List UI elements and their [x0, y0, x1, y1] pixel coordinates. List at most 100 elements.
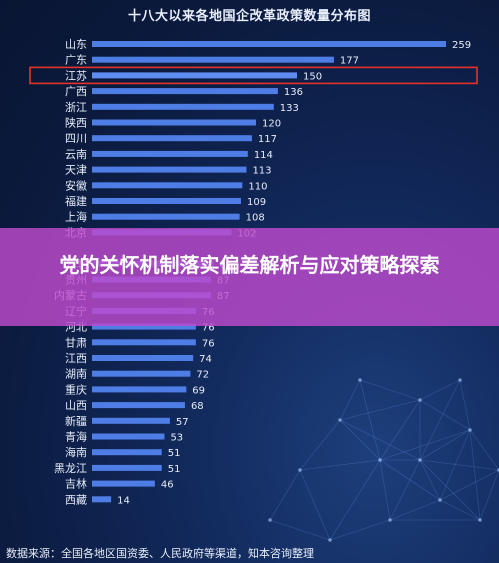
- network-line: [419, 379, 461, 461]
- value-label: 76: [202, 338, 215, 349]
- network-line: [269, 469, 301, 521]
- network-line: [359, 379, 421, 401]
- network-line: [419, 429, 471, 461]
- network-node: [358, 378, 362, 382]
- network-line: [379, 429, 471, 461]
- value-label: 114: [254, 150, 273, 161]
- bar: [92, 88, 278, 95]
- bar: [92, 433, 165, 440]
- network-line: [439, 499, 481, 521]
- value-label: 51: [168, 464, 181, 475]
- category-label: 江苏: [65, 69, 87, 82]
- network-line: [379, 459, 441, 501]
- value-label: 110: [248, 181, 267, 192]
- network-line: [469, 429, 499, 471]
- category-label: 新疆: [65, 414, 87, 428]
- value-label: 108: [246, 213, 265, 224]
- category-label: 云南: [65, 148, 87, 161]
- bar: [92, 323, 196, 330]
- category-label: 天津: [65, 164, 87, 177]
- network-line: [339, 419, 421, 461]
- chart-title: 十八大以来各地国企改革政策数量分布图: [127, 9, 371, 24]
- bar: [92, 449, 162, 456]
- network-line: [359, 379, 381, 461]
- bar: [92, 72, 298, 79]
- category-label: 吉林: [65, 477, 87, 491]
- category-label: 福建: [65, 194, 87, 208]
- category-label: 安徽: [65, 178, 87, 192]
- source-note: 数据来源：全国各地区国资委、人民政府等渠道，知本咨询整理: [6, 547, 314, 560]
- network-line: [329, 459, 381, 541]
- category-label: 重庆: [65, 382, 87, 396]
- value-label: 109: [247, 197, 266, 208]
- network-line: [439, 469, 499, 501]
- category-label: 山东: [65, 38, 87, 51]
- category-label: 广东: [65, 54, 87, 67]
- network-line: [339, 379, 361, 421]
- value-label: 68: [191, 401, 204, 412]
- network-line: [339, 419, 381, 461]
- bar: [92, 213, 240, 220]
- network-line: [329, 519, 391, 541]
- highlight-box: [29, 66, 478, 85]
- bar: [92, 119, 257, 126]
- network-line: [389, 459, 421, 521]
- network-node: [298, 468, 302, 472]
- bar: [92, 166, 247, 173]
- category-label: 江西: [65, 352, 87, 365]
- value-label: 259: [452, 40, 471, 51]
- bar: [92, 464, 162, 471]
- network-line: [419, 459, 499, 471]
- bar: [92, 103, 274, 110]
- bar: [92, 339, 196, 346]
- network-node: [418, 398, 422, 402]
- bar: [92, 417, 170, 424]
- category-label: 青海: [65, 430, 87, 444]
- network-node: [388, 518, 392, 522]
- value-label: 120: [262, 119, 281, 130]
- network-node: [338, 418, 342, 422]
- bar: [92, 135, 252, 142]
- network-line: [299, 469, 331, 541]
- bar: [92, 355, 194, 361]
- value-label: 136: [284, 87, 303, 98]
- bar: [92, 386, 187, 393]
- value-label: 177: [340, 56, 359, 67]
- bar: [92, 41, 446, 47]
- network-node: [438, 498, 442, 502]
- bar: [92, 150, 248, 157]
- network-node: [328, 538, 332, 542]
- bar: [92, 198, 241, 204]
- network-node: [418, 458, 422, 462]
- network-line: [419, 399, 471, 431]
- network-node: [478, 518, 482, 522]
- network-line: [459, 379, 471, 431]
- network-line: [469, 429, 481, 521]
- value-label: 57: [176, 417, 189, 428]
- category-label: 四川: [65, 132, 87, 145]
- network-line: [379, 399, 421, 461]
- network-line: [439, 429, 471, 501]
- bar: [92, 402, 185, 409]
- network-line: [479, 469, 499, 521]
- value-label: 76: [202, 323, 215, 334]
- network-node: [378, 458, 382, 462]
- category-label: 黑龙江: [54, 462, 87, 475]
- network-node: [268, 518, 272, 522]
- value-label: 117: [258, 134, 277, 145]
- category-label: 海南: [65, 445, 87, 459]
- network-line: [299, 419, 341, 471]
- category-label: 上海: [65, 210, 87, 224]
- value-label: 51: [168, 448, 181, 459]
- network-node: [468, 428, 472, 432]
- network-line: [419, 459, 481, 521]
- category-label: 山西: [65, 399, 87, 412]
- value-label: 69: [192, 385, 205, 396]
- value-label: 53: [170, 433, 183, 444]
- network-line: [269, 519, 331, 541]
- network-line: [419, 459, 441, 501]
- network-node: [458, 378, 462, 382]
- category-label: 西藏: [65, 493, 87, 506]
